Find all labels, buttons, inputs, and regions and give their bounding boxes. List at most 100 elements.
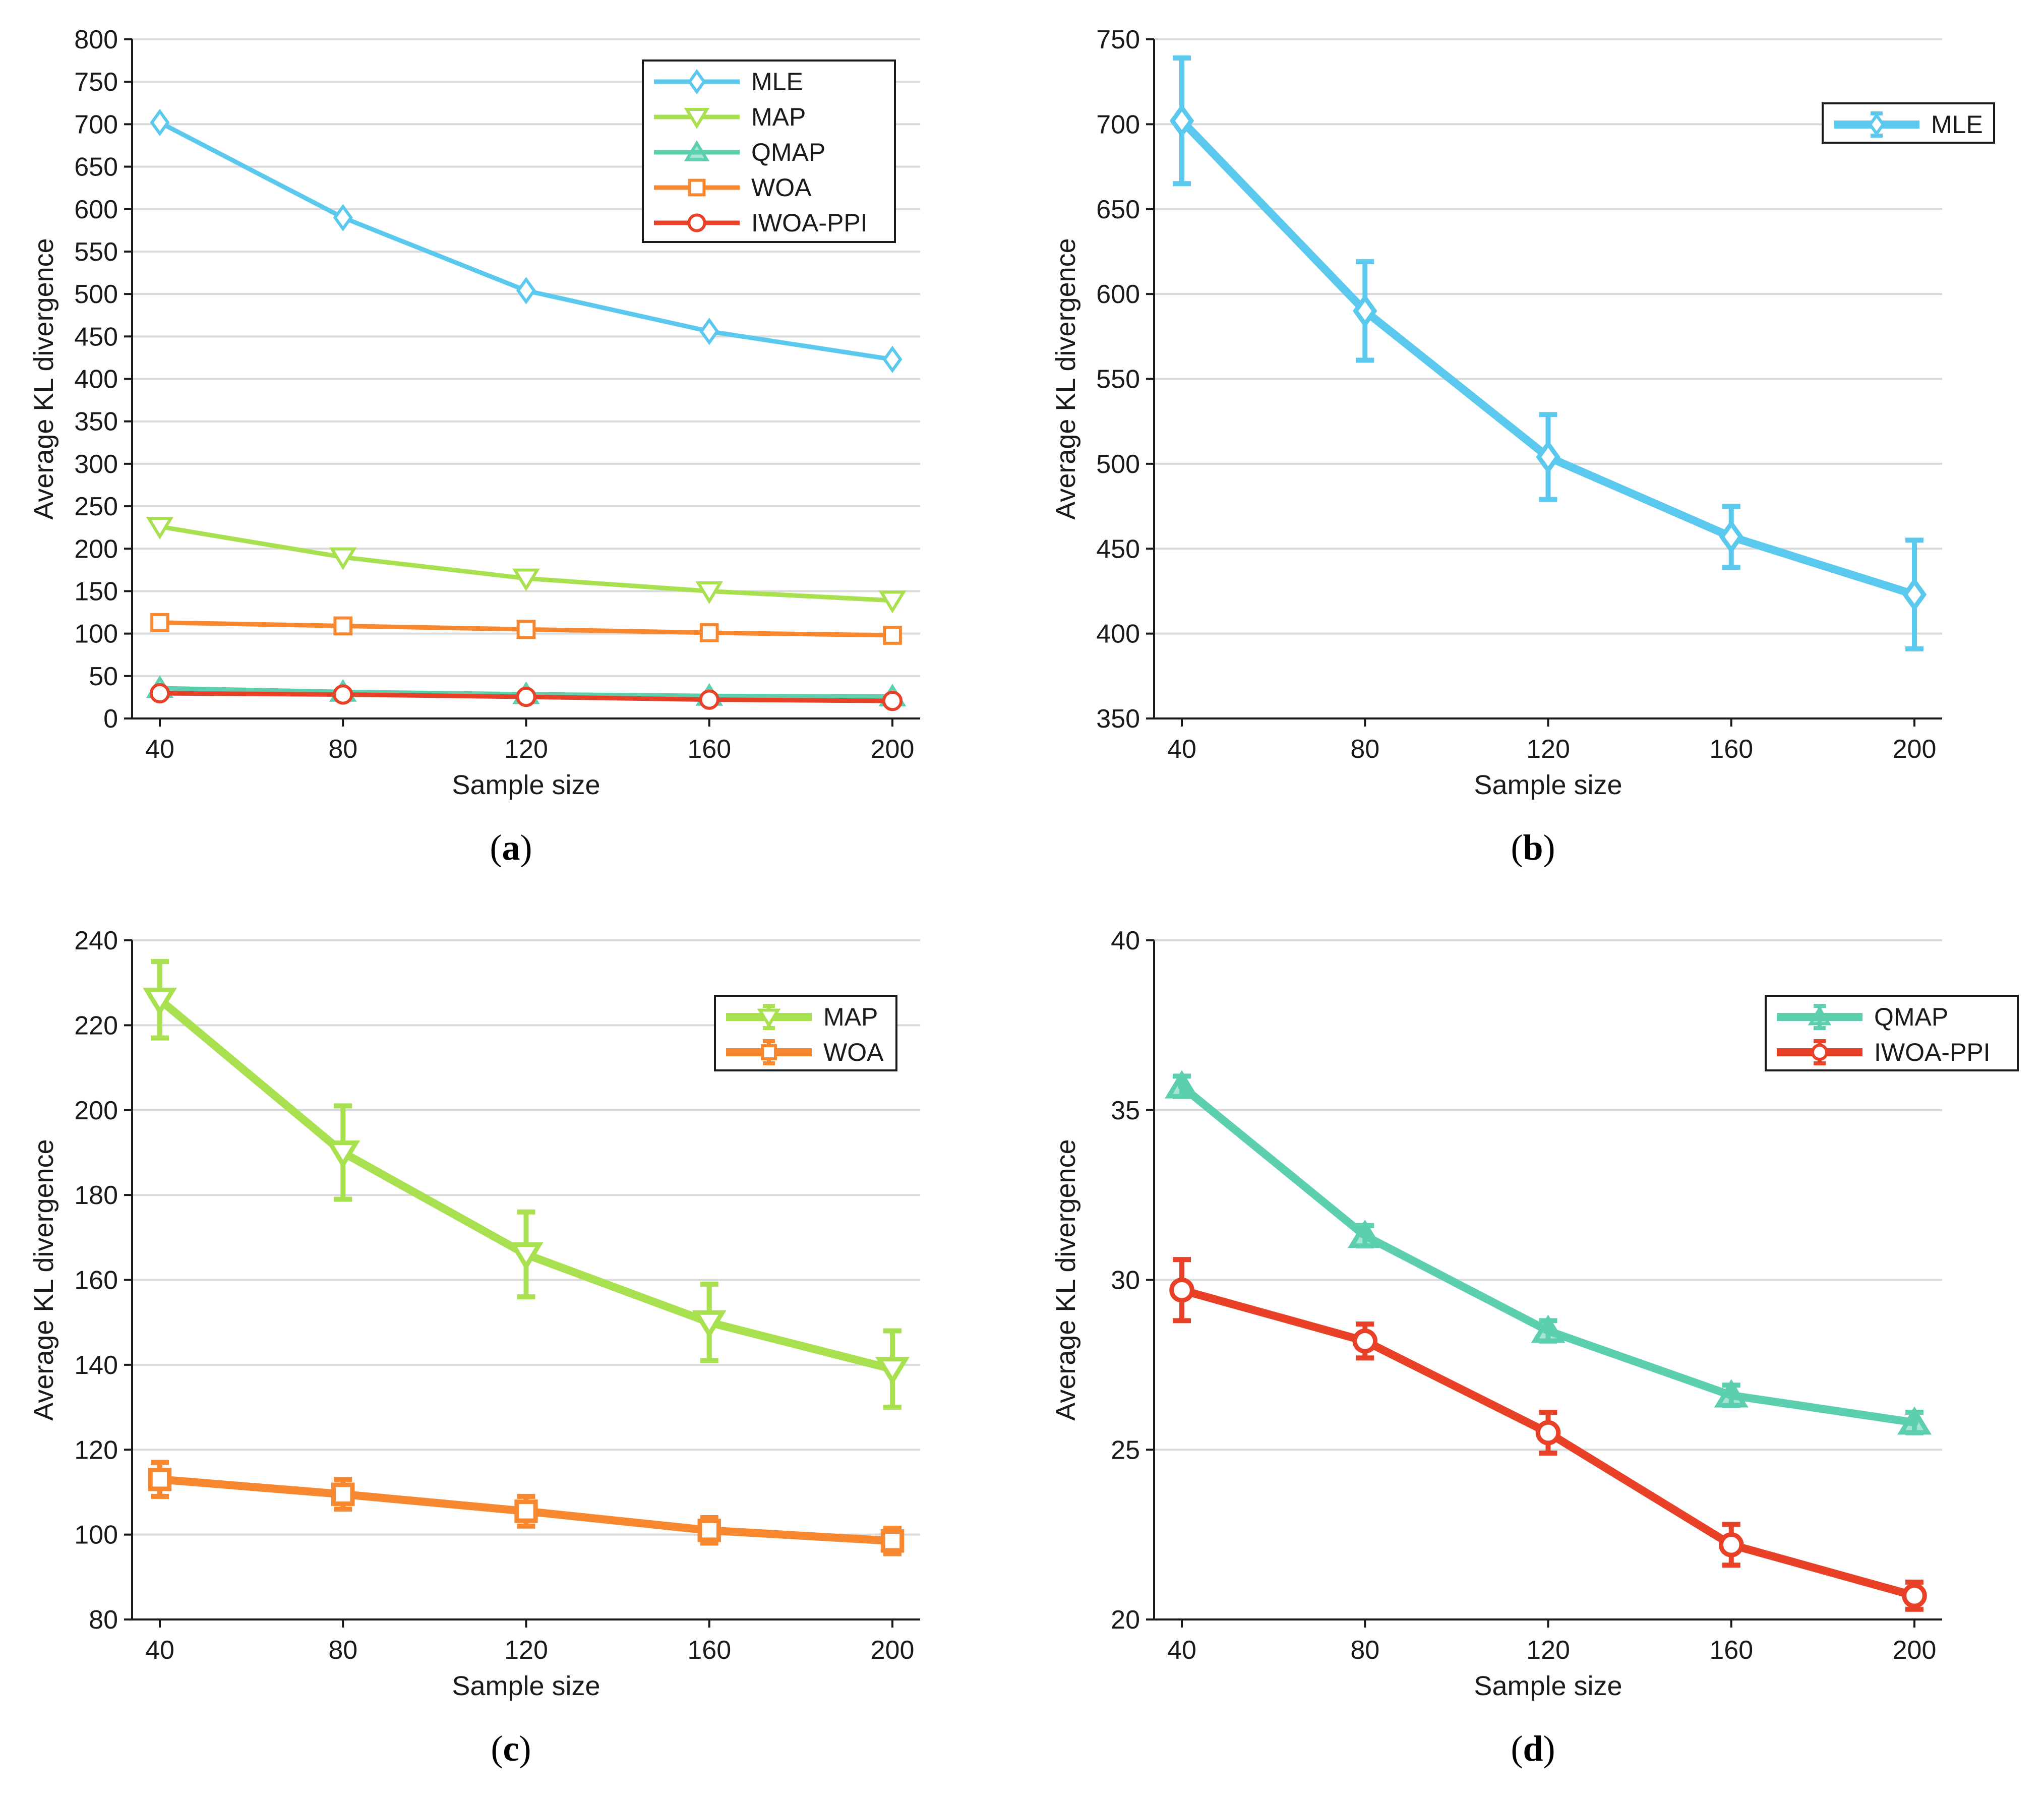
legend-item-woa: WOA [726,1038,884,1066]
data-point [514,1499,538,1523]
data-point [326,1140,360,1169]
y-tick-label: 50 [89,662,118,691]
x-tick-label: 160 [1709,1636,1753,1665]
data-point [331,1482,355,1506]
data-point [1902,1583,1927,1608]
data-point [1897,1406,1932,1435]
x-tick-label: 200 [871,735,915,764]
legend-marker [684,108,710,129]
legend-label: QMAP [751,138,825,166]
panel-b: 350 400 450 500 550 600 650 700 750 40 80 120 160 200… [1022,0,2044,901]
legend: MAP WOA [714,995,897,1071]
y-tick-label: 700 [1096,110,1140,139]
x-axis-title: Sample size [452,1671,600,1701]
legend-marker [688,178,706,197]
data-point [512,568,540,591]
series-iwoa-ppi [149,683,903,711]
x-tick-label: 120 [504,1636,548,1665]
data-point [148,1467,172,1491]
data-point [1714,1379,1749,1408]
data-point [692,1310,727,1339]
y-tick-label: 25 [1111,1435,1140,1465]
legend-item-woa: WOA [654,173,812,202]
x-tick-label: 160 [687,1636,731,1665]
legend-box [714,995,897,1071]
y-axis-title: Average KL divergence [29,238,59,519]
y-tick-label: 35 [1111,1096,1140,1125]
chart-b: 350 400 450 500 550 600 650 700 750 40 80 120 160 200… [1051,25,1995,800]
data-point [882,690,903,711]
series-woa [150,613,902,645]
series-mle [1169,55,1927,651]
legend-marker [687,69,706,95]
data-point [509,1242,544,1271]
x-tick-label: 80 [328,735,357,764]
legend-item-map: MAP [654,103,806,131]
legend-item-iwoa-ppi: IWOA-PPI [1777,1038,1991,1066]
y-tick-label: 140 [74,1351,118,1380]
y-tick-label: 240 [74,926,118,955]
legend-label: QMAP [1874,1003,1948,1031]
data-point [882,345,903,373]
legend-marker [1808,1006,1832,1026]
x-tick-label: 160 [687,735,731,764]
series-line [1178,1082,1918,1427]
y-tick-label: 350 [74,407,118,437]
y-tick-label: 800 [74,25,118,54]
y-axis-title: Average KL divergence [29,1139,59,1420]
data-point [699,318,719,345]
x-tick-label: 80 [1350,1636,1379,1665]
data-point [883,626,902,645]
data-point [875,1357,910,1386]
data-point [516,686,536,707]
legend: MLE MAP QMAP WOA IWOA-PPI [642,59,896,243]
data-point [695,581,724,605]
panel-a: 0 50 100 150 200 250 300 350 400 450 500 550 600 650 7… [0,0,1022,901]
legend-item-qmap: QMAP [654,138,825,166]
y-tick-label: 200 [74,1096,118,1125]
y-axis-title: Average KL divergence [1051,1139,1081,1420]
legend-item-map: MAP [726,1003,878,1031]
data-point [516,620,536,639]
data-point [516,277,536,305]
data-point [1531,1314,1566,1343]
data-point [333,684,353,705]
y-tick-label: 350 [1096,704,1140,734]
x-tick-label: 120 [1526,735,1570,764]
y-tick-label: 450 [74,322,118,351]
data-point [333,616,353,636]
x-tick-label: 120 [1526,1636,1570,1665]
y-tick-label: 600 [74,195,118,224]
x-tick-label: 40 [145,735,174,764]
data-point [880,1529,905,1553]
data-point [697,1518,721,1542]
legend-item-iwoa-ppi: IWOA-PPI [654,209,868,237]
data-point [1352,294,1377,328]
y-tick-label: 20 [1111,1605,1140,1635]
y-tick-label: 150 [74,577,118,606]
data-point [150,108,170,137]
legend-box [1765,995,2019,1071]
legend-label: MAP [751,103,806,131]
series-map [143,959,910,1410]
data-point [1902,577,1927,612]
legend-label: WOA [751,173,812,202]
y-tick-label: 400 [1096,620,1140,649]
caption-a: (a) [490,827,532,868]
legend-marker [1811,1043,1829,1061]
legend-label: MLE [751,68,803,96]
y-tick-label: 500 [1096,450,1140,479]
legend-label: IWOA-PPI [1874,1038,1991,1066]
y-tick-label: 600 [1096,280,1140,309]
data-point [1169,103,1194,138]
y-tick-label: 0 [103,704,118,734]
legend-item-qmap: QMAP [1777,1003,1948,1031]
data-point [1536,440,1560,474]
y-axis-title: Average KL divergence [1051,238,1081,519]
x-tick-label: 120 [504,735,548,764]
caption-b: (b) [1511,827,1555,868]
data-point [150,613,169,632]
data-point [333,204,353,231]
series-iwoa-ppi [1169,1257,1927,1612]
